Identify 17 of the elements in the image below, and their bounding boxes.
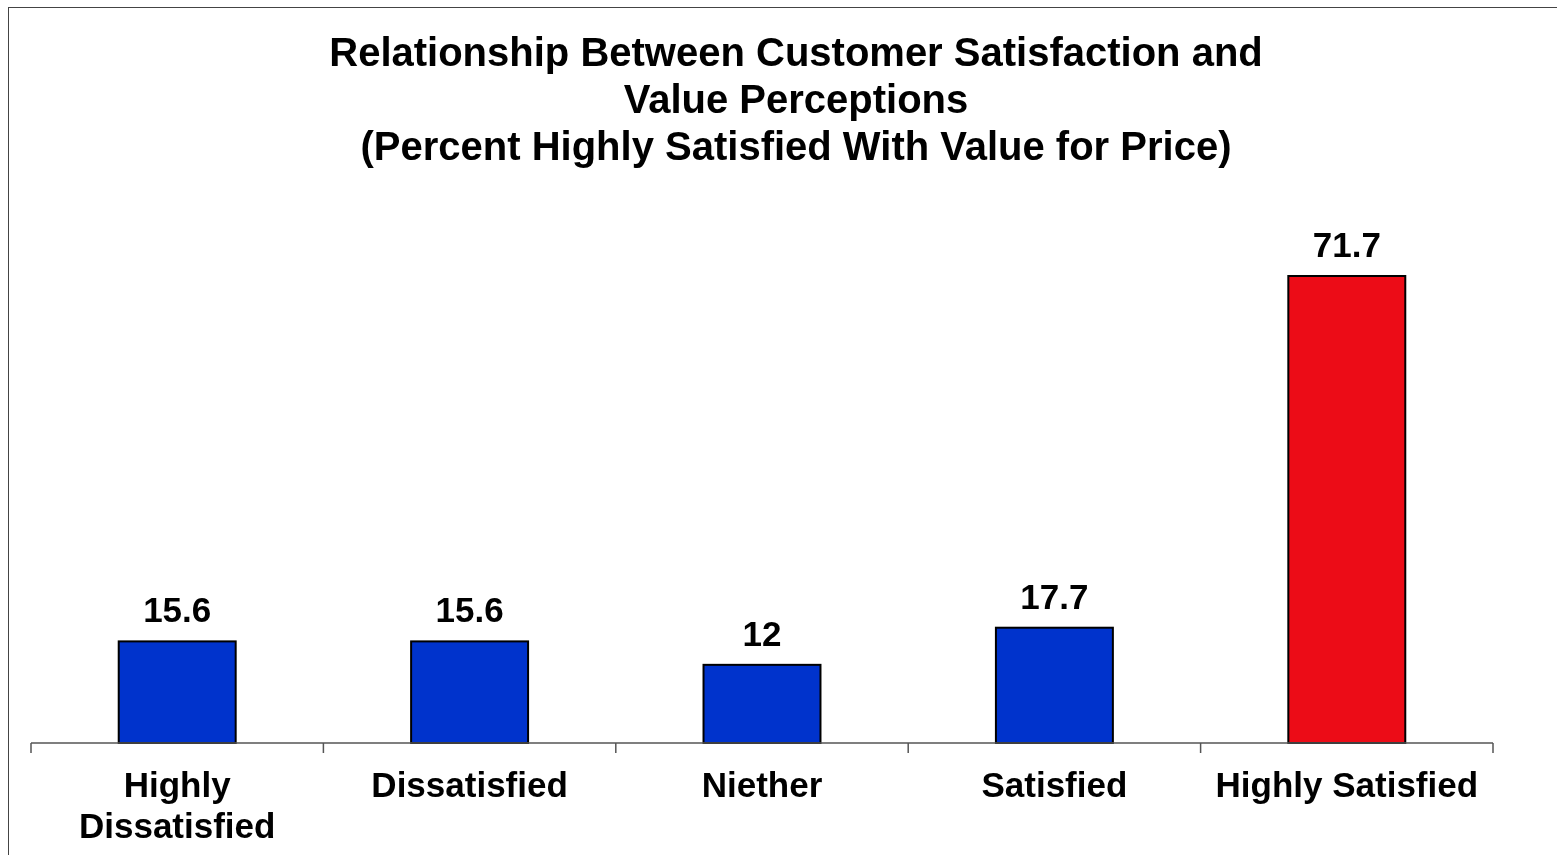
data-label: 71.7 (1312, 225, 1381, 264)
chart-title: Relationship Between Customer Satisfaction and Value Perceptions (329, 30, 1263, 121)
data-label: 15.6 (143, 590, 212, 630)
x-tick-label: Highly Satisfied (1215, 765, 1479, 804)
data-label: 17.7 (1020, 576, 1089, 616)
data-label: 15.6 (435, 590, 504, 630)
bar (410, 640, 530, 744)
x-tick-label: Highly Dissatisfied (78, 765, 276, 845)
x-tick-label: Satisfied (981, 765, 1128, 804)
x-tick-label: Niether (701, 765, 823, 804)
chart-subtitle: (Percent Highly Satisfied With Value for Price) (360, 124, 1232, 168)
bar (1287, 275, 1407, 744)
bar (117, 640, 237, 744)
data-label: 12 (742, 613, 782, 653)
x-tick-label: Dissatisfied (371, 765, 568, 804)
bar (702, 663, 822, 744)
bar (994, 626, 1114, 744)
